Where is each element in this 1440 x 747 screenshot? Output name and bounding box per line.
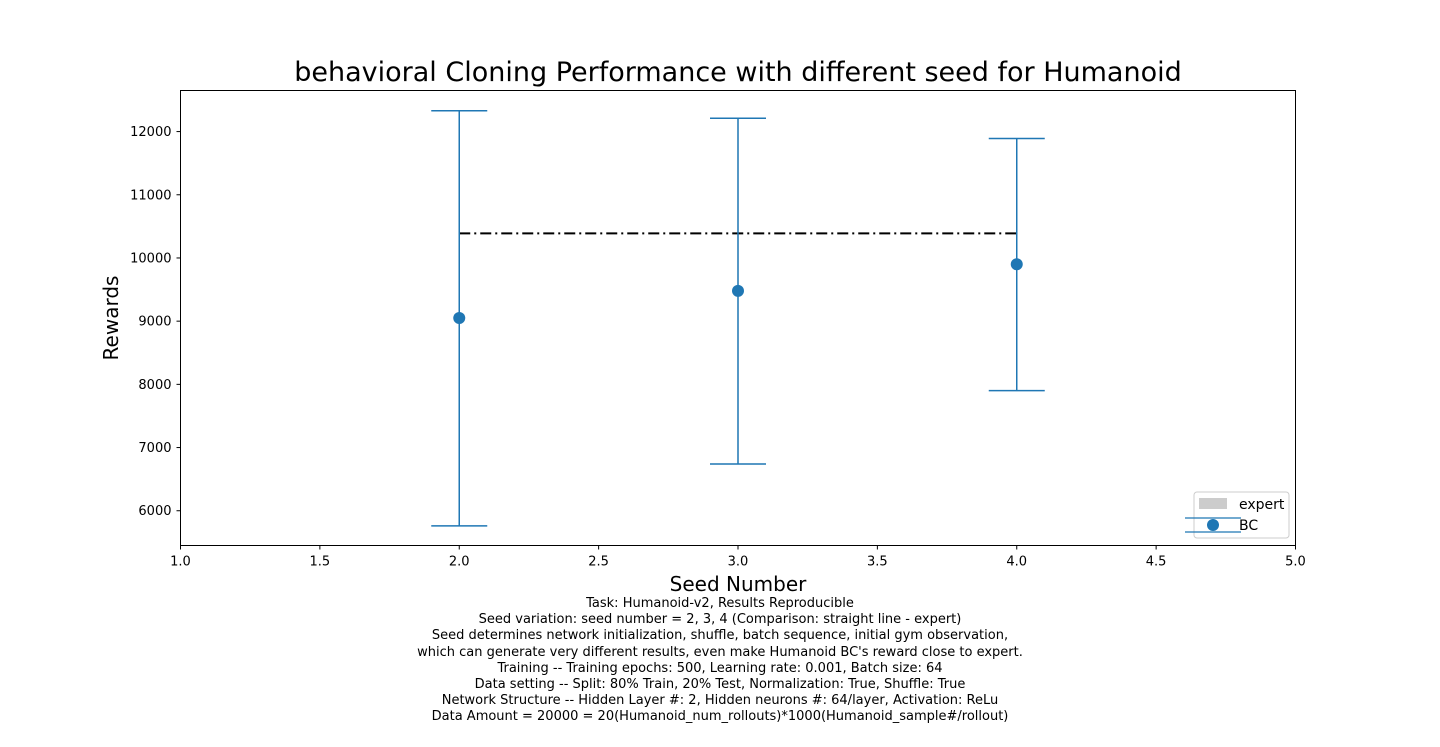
caption: Task: Humanoid-v2, Results Reproducible …	[0, 596, 1440, 726]
caption-line: Data setting -- Split: 80% Train, 20% Te…	[474, 677, 966, 693]
caption-line: Data Amount = 20000 = 20(Humanoid_num_ro…	[431, 709, 1009, 725]
y-tick-label: 12000	[130, 125, 171, 140]
caption-line: Task: Humanoid-v2, Results Reproducible	[586, 596, 854, 611]
legend-bc-marker	[1207, 519, 1219, 531]
x-tick-label: 1.5	[310, 555, 331, 570]
x-tick-label: 2.5	[588, 555, 609, 570]
x-tick-label: 1.0	[170, 555, 191, 570]
x-tick-label: 3.0	[728, 555, 749, 570]
y-tick-label: 6000	[138, 504, 171, 519]
bc-point	[1010, 258, 1023, 271]
plot-area: 1.0 1.5 2.0 2.5 3.0 3.5 4.0 4.5 5.0 6000 7000 8000 9…	[130, 109, 1306, 570]
x-tick-label: 3.5	[867, 555, 888, 570]
y-tick-label: 10000	[130, 251, 171, 266]
y-tick-label: 9000	[138, 315, 171, 330]
axes-frame	[180, 90, 1296, 546]
legend-expert-label: expert	[1239, 497, 1285, 513]
legend-bc-label: BC	[1239, 518, 1258, 534]
x-tick-label: 2.0	[449, 555, 470, 570]
legend: expert BC	[1185, 491, 1290, 539]
chart-title: behavioral Cloning Performance with diff…	[294, 57, 1182, 88]
caption-line: Seed determines network initialization, …	[431, 628, 1009, 644]
x-tick-label: 4.5	[1146, 555, 1167, 570]
legend-expert-swatch	[1199, 498, 1227, 509]
caption-line: Network Structure -- Hidden Layer #: 2, …	[441, 693, 999, 709]
y-axis-label: Rewards	[99, 276, 123, 361]
caption-line: which can generate very different result…	[417, 644, 1023, 660]
y-tick-label: 11000	[130, 188, 171, 203]
x-tick-label: 4.0	[1006, 555, 1027, 570]
bc-point	[732, 284, 744, 297]
bc-point	[453, 312, 466, 324]
x-tick-label: 5.0	[1285, 555, 1306, 570]
caption-line: Training -- Training epochs: 500, Learni…	[497, 660, 943, 676]
y-tick-label: 7000	[138, 441, 171, 456]
y-tick-label: 8000	[138, 378, 171, 393]
x-axis-label: Seed Number	[670, 572, 807, 596]
caption-line: Seed variation: seed number = 2, 3, 4 (C…	[478, 612, 962, 628]
